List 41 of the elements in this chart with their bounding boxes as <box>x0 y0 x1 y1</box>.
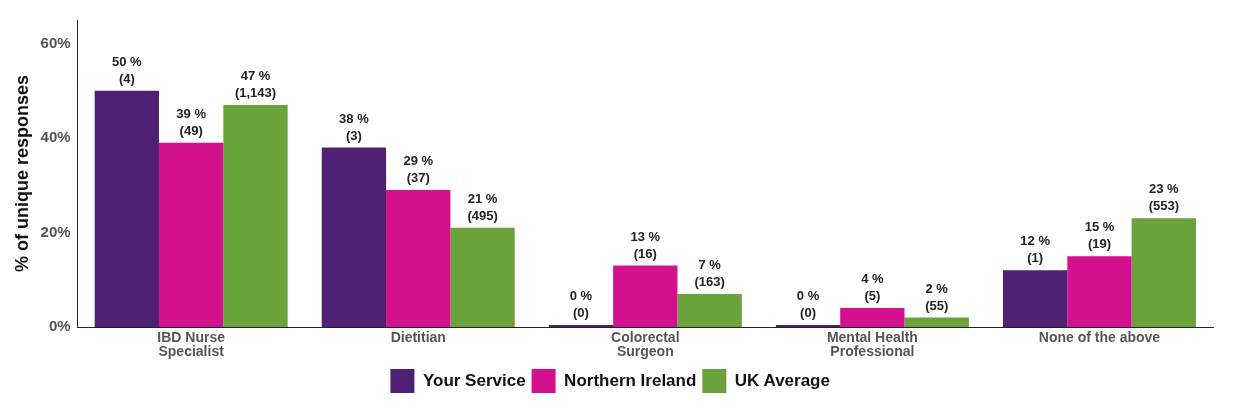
bar <box>840 308 905 327</box>
bar <box>450 227 515 327</box>
bar <box>321 147 387 327</box>
x-tick-label: IBD Nurse Specialist <box>157 328 226 359</box>
data-label: 7 % (163) <box>694 257 725 290</box>
y-tick-label: 0% <box>48 317 71 335</box>
y-tick-label: 40% <box>40 128 71 146</box>
data-label: 23 % (553) <box>1148 181 1180 214</box>
bar <box>904 317 969 327</box>
bar <box>158 142 224 327</box>
x-tick-label: Dietitian <box>390 328 446 345</box>
y-axis-title: % of unique responses <box>11 74 32 273</box>
data-label: 21 % (495) <box>467 190 498 223</box>
bar <box>613 265 678 327</box>
bar <box>1002 270 1068 327</box>
data-label: 39 % (49) <box>176 105 207 138</box>
x-tick-label: Colorectal Surgeon <box>611 328 680 359</box>
data-label: 50 % (4) <box>112 53 143 86</box>
x-tick-label: Mental Health Professional <box>826 328 918 359</box>
y-tick-label: 20% <box>40 222 71 240</box>
data-label: 13 % (16) <box>630 228 661 261</box>
data-label: 12 % (1) <box>1020 233 1051 266</box>
y-tick-label: 60% <box>40 33 71 51</box>
data-label: 2 % (55) <box>925 280 949 313</box>
bar <box>1131 218 1196 327</box>
bar <box>1067 256 1132 327</box>
bar <box>677 293 742 327</box>
legend-label: Northern Ireland <box>564 370 697 390</box>
data-label: 38 % (3) <box>339 110 370 143</box>
legend-label: UK Average <box>734 370 830 390</box>
data-label: 29 % (37) <box>403 153 434 186</box>
data-label: 0 % (0) <box>569 288 593 321</box>
data-label: 4 % (5) <box>861 271 885 304</box>
bar <box>223 105 288 327</box>
x-tick-label: None of the above <box>1038 328 1161 345</box>
bar <box>386 190 451 327</box>
bar <box>94 90 159 327</box>
legend-label: Your Service <box>422 370 526 390</box>
data-label: 15 % (19) <box>1084 219 1115 252</box>
data-label: 0 % (0) <box>796 288 820 321</box>
data-label: 47 % (1,143) <box>234 68 277 101</box>
